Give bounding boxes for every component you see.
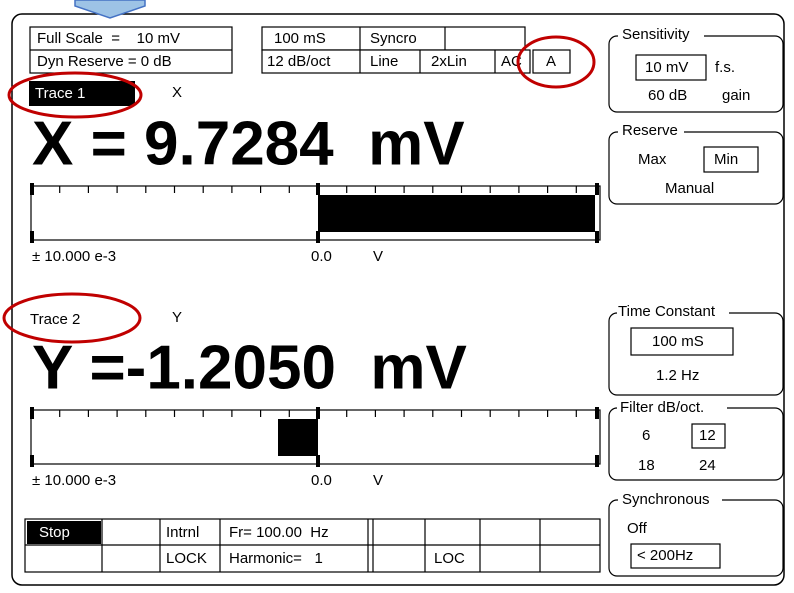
panel-title: Synchronous — [622, 491, 710, 508]
unit: gain — [722, 87, 750, 104]
option[interactable]: Max — [638, 151, 667, 168]
mode: Manual — [665, 180, 714, 197]
trace-label: Trace 2 — [30, 311, 80, 328]
time-constant: 100 mS — [652, 333, 704, 350]
sync: Syncro — [370, 30, 417, 47]
bar-fill — [278, 419, 318, 456]
frequency: 1.2 Hz — [656, 367, 699, 384]
sensitivity-value: 10 mV — [645, 59, 688, 76]
unit: f.s. — [715, 59, 735, 76]
channel: Y — [172, 309, 182, 326]
panel-title: Reserve — [622, 122, 678, 139]
lockin-screen: Full Scale = 10 mV Dyn Reserve = 0 dB 10… — [0, 0, 794, 593]
gain: 60 dB — [648, 87, 687, 104]
panel-title: Sensitivity — [622, 26, 690, 43]
full-scale: Full Scale = 10 mV — [37, 30, 180, 47]
option[interactable]: 18 — [638, 457, 655, 474]
zero: 0.0 — [311, 472, 332, 489]
unit: V — [373, 248, 383, 265]
reading: Y =-1.2050 mV — [32, 333, 467, 402]
panel-title: Filter dB/oct. — [620, 399, 704, 416]
sync-state: Off — [627, 520, 648, 537]
loc: LOC — [434, 550, 465, 567]
option[interactable]: 12 — [699, 427, 716, 444]
line-2x: 2xLin — [431, 53, 467, 70]
frequency: Fr= 100.00 Hz — [229, 524, 329, 541]
stop-button[interactable]: Stop — [39, 524, 70, 541]
harmonic: Harmonic= 1 — [229, 550, 323, 567]
line-filter: Line — [370, 53, 398, 70]
bar-fill — [318, 195, 595, 232]
input: A — [546, 53, 556, 70]
channel: X — [172, 84, 182, 101]
unit: V — [373, 472, 383, 489]
panel-title: Time Constant — [618, 303, 716, 320]
option[interactable]: 24 — [699, 457, 716, 474]
sync-range: < 200Hz — [637, 547, 693, 564]
time-constant: 100 mS — [274, 30, 326, 47]
dyn-reserve: Dyn Reserve = 0 dB — [37, 53, 172, 70]
slope: 12 dB/oct — [267, 53, 331, 70]
trace-label: Trace 1 — [35, 85, 85, 102]
ref-source: Intrnl — [166, 524, 199, 541]
reading: X = 9.7284 mV — [32, 109, 465, 178]
zero: 0.0 — [311, 248, 332, 265]
option[interactable]: Min — [714, 151, 738, 168]
option[interactable]: 6 — [642, 427, 650, 444]
scale: ± 10.000 e-3 — [32, 248, 116, 265]
scale: ± 10.000 e-3 — [32, 472, 116, 489]
ref-mode: LOCK — [166, 550, 207, 567]
